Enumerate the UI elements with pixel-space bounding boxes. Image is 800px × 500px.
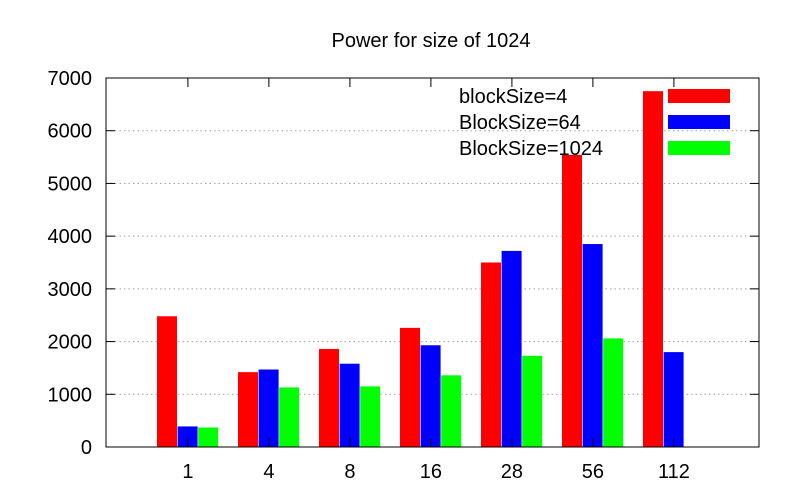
bar-blocksize-1024-4	[279, 387, 300, 447]
legend-label: BlockSize=1024	[459, 138, 603, 160]
x-tick-label: 8	[344, 461, 355, 483]
bar-blocksize-4-56	[562, 154, 582, 447]
bar-blocksize-1024-1	[198, 427, 219, 447]
x-axis: 1 4 8 16 28 56 112	[182, 78, 690, 483]
bar-blocksize-1024-16	[441, 375, 462, 447]
bar-blocksize-64-1	[177, 426, 198, 447]
bar-blocksize-64-28	[501, 250, 522, 447]
bar-blocksize-64-4	[258, 369, 279, 447]
bar-blocksize-64-16	[420, 345, 441, 447]
y-tick-label: 6000	[48, 121, 93, 143]
bar-blocksize-1024-28	[522, 355, 543, 447]
legend-swatch	[668, 89, 730, 103]
plot-frame	[105, 77, 760, 448]
bar-blocksize-64-112	[663, 352, 684, 447]
x-tick-label: 28	[501, 461, 523, 483]
legend-swatch	[668, 115, 730, 129]
y-axis: 0 1000 2000 3000 4000 5000 6000 7000	[48, 68, 759, 459]
bar-blocksize-64-8	[339, 363, 360, 447]
legend-swatch	[668, 141, 730, 155]
chart-title: Power for size of 1024	[332, 30, 531, 52]
bar-blocksize-4-4	[238, 372, 258, 447]
legend-label: blockSize=4	[459, 86, 567, 108]
x-tick-label: 112	[658, 461, 690, 483]
bar-blocksize-1024-56	[603, 338, 624, 447]
bar-blocksize-4-112	[643, 91, 663, 447]
bar-blocksize-1024-8	[360, 386, 381, 447]
y-tick-label: 3000	[48, 279, 93, 301]
y-tick-label: 5000	[48, 173, 93, 195]
bar-blocksize-4-8	[319, 348, 339, 447]
bar-blocksize-4-28	[481, 262, 501, 447]
legend-label: BlockSize=64	[459, 112, 581, 134]
bar-blocksize-64-56	[582, 244, 603, 447]
y-tick-label: 1000	[48, 384, 93, 406]
bars	[157, 91, 684, 447]
x-tick-label: 56	[582, 461, 604, 483]
y-tick-label: 4000	[48, 226, 93, 248]
y-tick-label: 0	[81, 437, 92, 459]
legend: blockSize=4 BlockSize=64 BlockSize=1024	[459, 86, 730, 160]
y-tick-label: 2000	[48, 332, 93, 354]
bar-blocksize-4-16	[400, 327, 420, 447]
y-tick-label: 7000	[48, 68, 93, 90]
gridlines	[106, 130, 759, 395]
x-tick-label: 4	[263, 461, 274, 483]
x-tick-label: 1	[182, 461, 193, 483]
bar-blocksize-4-1	[157, 316, 177, 447]
x-tick-label: 16	[420, 461, 442, 483]
